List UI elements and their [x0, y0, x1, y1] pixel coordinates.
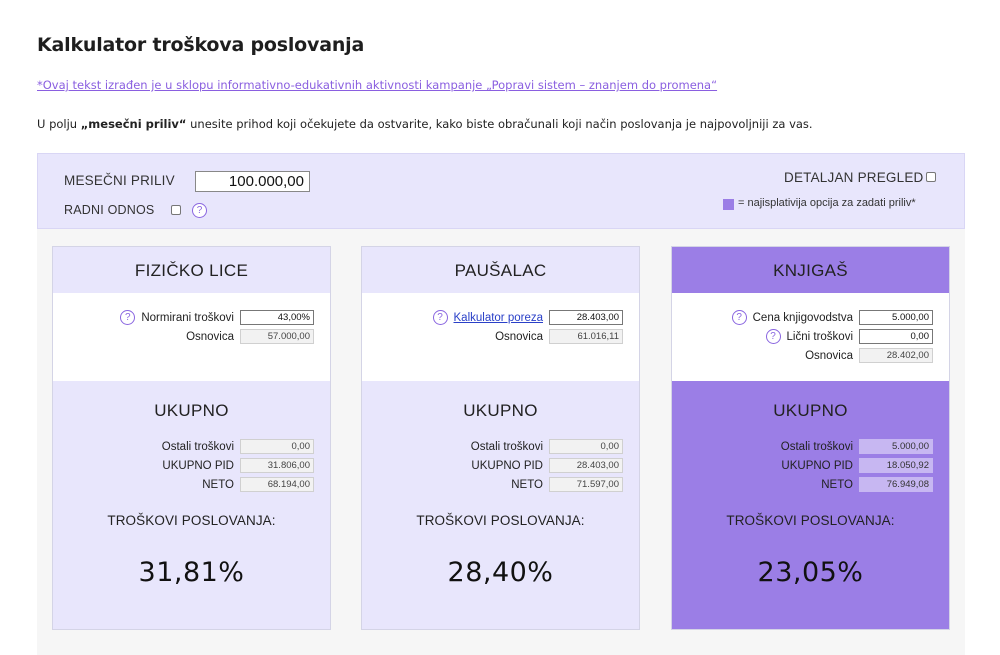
help-icon[interactable]: ? — [765, 329, 781, 344]
employment-label: RADNI ODNOS — [64, 203, 155, 217]
card-fizicko-lice: FIZIČKO LICE ? Normirani troškovi 43,00%… — [52, 246, 331, 630]
row-neto: NETO 76.949,08 — [821, 477, 933, 492]
card-totals: UKUPNO Ostali troškovi 0,00 UKUPNO PID 2… — [362, 381, 639, 629]
row-label: Lični troškovi — [786, 330, 853, 343]
row-label: Normirani troškovi — [141, 311, 234, 324]
card-inputs: ? Kalkulator poreza 28.403,00 Osnovica 6… — [362, 293, 639, 381]
row-ostali-troskovi: Ostali troškovi 5.000,00 — [781, 439, 933, 454]
intro-text-start: U polju — [37, 117, 81, 131]
best-option-legend: = najisplativija opcija za zadati priliv… — [738, 197, 916, 209]
row-ostali-troskovi: Ostali troškovi 0,00 — [471, 439, 623, 454]
card-knjigas: KNJIGAŠ ? Cena knjigovodstva 5.000,00 ? … — [671, 246, 950, 630]
neto-value: 71.597,00 — [549, 477, 623, 492]
osnovica-value: 57.000,00 — [240, 329, 314, 344]
tax-calculator-link[interactable]: Kalkulator poreza — [453, 311, 544, 324]
intro-text: U polju „mesečni priliv“ unesite prihod … — [37, 117, 813, 131]
ostali-troskovi-value: 0,00 — [240, 439, 314, 454]
normirani-troskovi-input[interactable]: 43,00% — [240, 310, 314, 325]
help-icon[interactable]: ? — [731, 310, 747, 325]
card-title: FIZIČKO LICE — [53, 247, 330, 293]
employment-help-icon[interactable]: ? — [192, 203, 207, 218]
row-label: Osnovica — [186, 330, 234, 343]
row-normirani-troskovi: ? Normirani troškovi 43,00% — [120, 310, 314, 325]
help-icon[interactable]: ? — [120, 310, 136, 325]
ukupno-pid-value: 31.806,00 — [240, 458, 314, 473]
row-label: Ostali troškovi — [780, 440, 853, 453]
card-totals: UKUPNO Ostali troškovi 0,00 UKUPNO PID 3… — [53, 381, 330, 629]
row-label: UKUPNO PID — [781, 459, 853, 472]
row-osnovica: Osnovica 57.000,00 — [186, 329, 314, 344]
neto-value: 68.194,00 — [240, 477, 314, 492]
ukupno-pid-value: 18.050,92 — [859, 458, 933, 473]
income-label: MESEČNI PRILIV — [64, 173, 175, 188]
row-label: NETO — [202, 478, 234, 491]
licni-troskovi-input[interactable]: 0,00 — [859, 329, 933, 344]
row-label: Osnovica — [495, 330, 543, 343]
row-label: Ostali troškovi — [470, 440, 543, 453]
card-inputs: ? Normirani troškovi 43,00% Osnovica 57.… — [53, 293, 330, 381]
intro-text-end: unesite prihod koji očekujete da ostvari… — [186, 117, 813, 131]
row-neto: NETO 71.597,00 — [511, 477, 623, 492]
row-label: NETO — [821, 478, 853, 491]
costs-percentage: 23,05% — [757, 557, 864, 588]
kalkulator-poreza-input[interactable]: 28.403,00 — [549, 310, 623, 325]
row-label: UKUPNO PID — [162, 459, 234, 472]
row-ukupno-pid: UKUPNO PID 28.403,00 — [471, 458, 623, 473]
card-inputs: ? Cena knjigovodstva 5.000,00 ? Lični tr… — [672, 293, 949, 381]
employment-checkbox[interactable] — [171, 205, 181, 215]
ukupno-pid-value: 28.403,00 — [549, 458, 623, 473]
row-ukupno-pid: UKUPNO PID 31.806,00 — [162, 458, 314, 473]
row-ostali-troskovi: Ostali troškovi 0,00 — [162, 439, 314, 454]
card-totals: UKUPNO Ostali troškovi 5.000,00 UKUPNO P… — [672, 381, 949, 629]
totals-title: UKUPNO — [154, 401, 229, 420]
help-icon[interactable]: ? — [432, 310, 448, 325]
monthly-income-input[interactable]: 100.000,00 — [195, 171, 310, 192]
totals-title: UKUPNO — [463, 401, 538, 420]
detail-view-checkbox[interactable] — [926, 172, 936, 182]
card-title: KNJIGAŠ — [672, 247, 949, 293]
costs-percentage: 28,40% — [447, 557, 554, 588]
neto-value: 76.949,08 — [859, 477, 933, 492]
ostali-troskovi-value: 5.000,00 — [859, 439, 933, 454]
best-option-swatch — [723, 199, 734, 210]
cena-knjigovodstva-input[interactable]: 5.000,00 — [859, 310, 933, 325]
ostali-troskovi-value: 0,00 — [549, 439, 623, 454]
row-osnovica: Osnovica 61.016,11 — [495, 329, 623, 344]
costs-label: TROŠKOVI POSLOVANJA: — [107, 513, 276, 528]
row-licni-troskovi: ? Lični troškovi 0,00 — [765, 329, 933, 344]
row-cena-knjigovodstva: ? Cena knjigovodstva 5.000,00 — [731, 310, 933, 325]
osnovica-value: 61.016,11 — [549, 329, 623, 344]
row-neto: NETO 68.194,00 — [202, 477, 314, 492]
osnovica-value: 28.402,00 — [859, 348, 933, 363]
row-ukupno-pid: UKUPNO PID 18.050,92 — [781, 458, 933, 473]
row-label: Cena knjigovodstva — [752, 311, 853, 324]
row-label: Ostali troškovi — [161, 440, 234, 453]
controls-panel: MESEČNI PRILIV 100.000,00 RADNI ODNOS ? … — [37, 153, 965, 229]
row-label: NETO — [511, 478, 543, 491]
row-label: UKUPNO PID — [471, 459, 543, 472]
detail-view-label: DETALJAN PREGLED — [784, 170, 924, 185]
costs-label: TROŠKOVI POSLOVANJA: — [726, 513, 895, 528]
card-title: PAUŠALAC — [362, 247, 639, 293]
totals-title: UKUPNO — [773, 401, 848, 420]
costs-label: TROŠKOVI POSLOVANJA: — [416, 513, 585, 528]
intro-text-keyword: „mesečni priliv“ — [80, 117, 187, 131]
row-osnovica: Osnovica 28.402,00 — [805, 348, 933, 363]
costs-percentage: 31,81% — [138, 557, 245, 588]
campaign-disclaimer-link[interactable]: *Ovaj tekst izrađen je u sklopu informat… — [37, 78, 718, 92]
page-title: Kalkulator troškova poslovanja — [37, 34, 365, 56]
card-pausalac: PAUŠALAC ? Kalkulator poreza 28.403,00 O… — [361, 246, 640, 630]
row-kalkulator-poreza: ? Kalkulator poreza 28.403,00 — [432, 310, 623, 325]
row-label: Osnovica — [805, 349, 853, 362]
